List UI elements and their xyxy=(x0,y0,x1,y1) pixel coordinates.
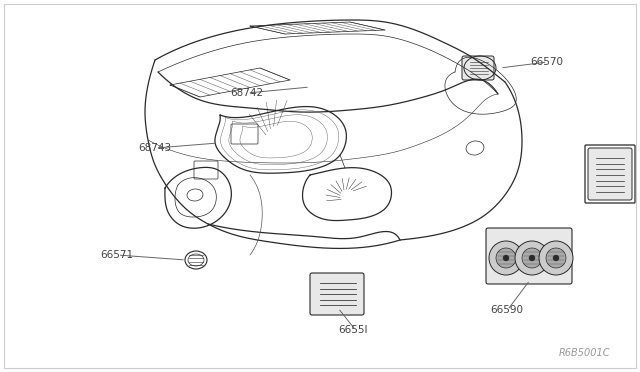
Text: R6B5001C: R6B5001C xyxy=(559,348,610,358)
Circle shape xyxy=(522,248,542,268)
Text: 68743: 68743 xyxy=(138,143,171,153)
Text: 66570: 66570 xyxy=(530,57,563,67)
FancyBboxPatch shape xyxy=(310,273,364,315)
FancyBboxPatch shape xyxy=(486,228,572,284)
Text: 68742: 68742 xyxy=(230,88,263,98)
FancyBboxPatch shape xyxy=(462,56,494,80)
Text: 66571: 66571 xyxy=(100,250,133,260)
Circle shape xyxy=(539,241,573,275)
Circle shape xyxy=(496,248,516,268)
Circle shape xyxy=(553,255,559,261)
Circle shape xyxy=(515,241,549,275)
FancyBboxPatch shape xyxy=(588,148,632,200)
Text: 66590: 66590 xyxy=(490,305,523,315)
Circle shape xyxy=(529,255,535,261)
Text: 6655l: 6655l xyxy=(338,325,367,335)
Circle shape xyxy=(503,255,509,261)
Circle shape xyxy=(489,241,523,275)
Circle shape xyxy=(546,248,566,268)
